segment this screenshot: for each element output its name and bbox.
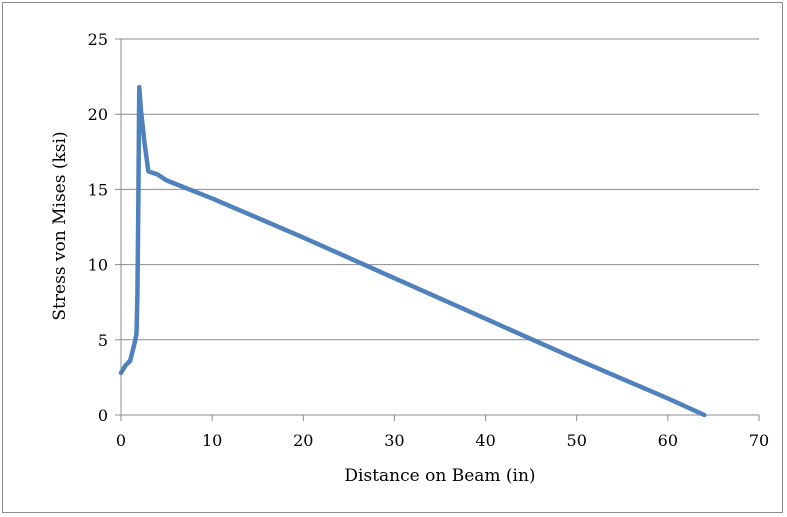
tick-labels: 0 5 10 15 20 25 0 10 20 30 40 50 60 70 <box>88 30 770 450</box>
x-tick-label: 70 <box>749 431 769 450</box>
x-tick-label: 20 <box>293 431 313 450</box>
y-tick-label: 10 <box>88 256 108 275</box>
x-tick-label: 40 <box>475 431 495 450</box>
x-tick-label: 50 <box>567 431 587 450</box>
x-axis-title: Distance on Beam (in) <box>344 466 535 486</box>
series-line-0 <box>118 84 707 418</box>
x-tick-label: 10 <box>202 431 222 450</box>
y-tick-label: 15 <box>88 180 108 199</box>
x-tick-label: 60 <box>658 431 678 450</box>
x-tick-label: 0 <box>116 431 126 450</box>
y-tick-label: 20 <box>88 105 108 124</box>
y-tick-label: 25 <box>88 30 108 49</box>
x-tick-label: 30 <box>384 431 404 450</box>
y-axis-title: Stress von Mises (ksi) <box>50 131 70 320</box>
y-tick-label: 5 <box>98 331 108 350</box>
y-tick-label: 0 <box>98 406 108 425</box>
gridlines <box>121 38 759 341</box>
series-layer <box>118 84 707 418</box>
axes <box>115 38 760 421</box>
